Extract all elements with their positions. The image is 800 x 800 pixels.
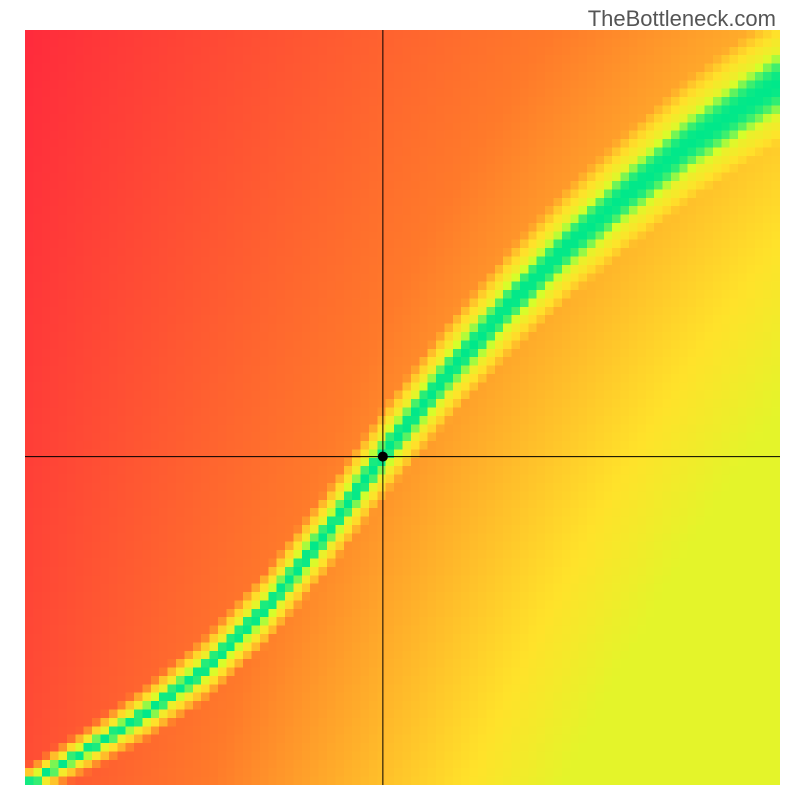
watermark-text: TheBottleneck.com	[588, 6, 776, 32]
overlay-svg	[0, 0, 800, 800]
crosshair-marker	[378, 452, 388, 462]
chart-container: TheBottleneck.com	[0, 0, 800, 800]
